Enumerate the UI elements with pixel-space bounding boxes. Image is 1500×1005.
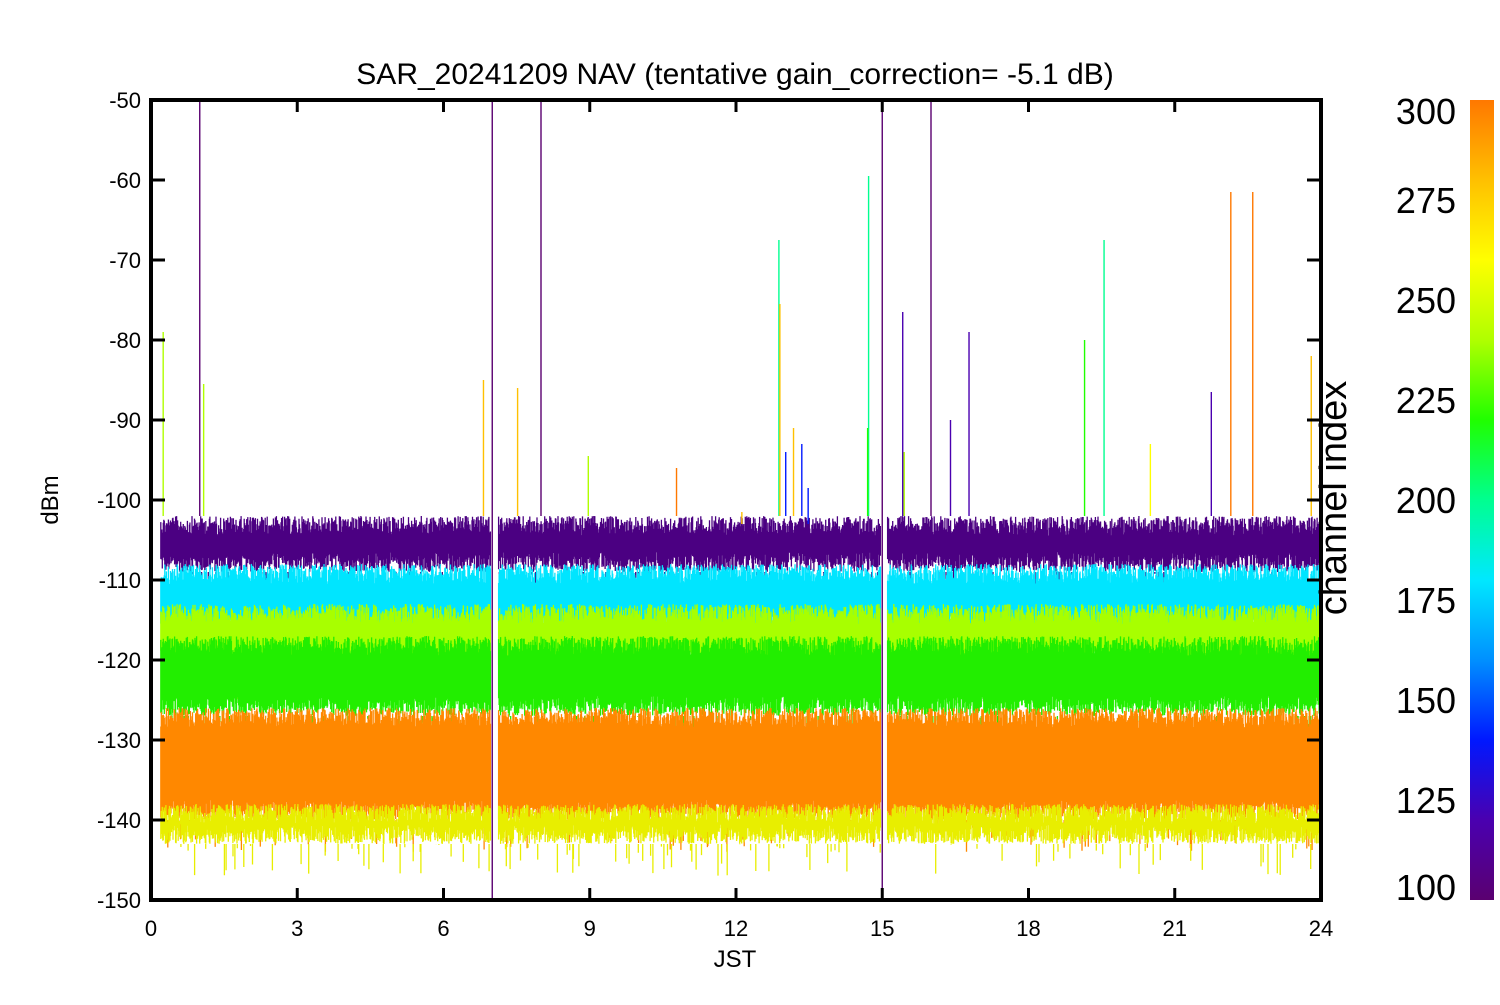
x-tick-label: 18 bbox=[1016, 916, 1040, 941]
y-tick-label: -100 bbox=[97, 488, 141, 513]
series-band-290 bbox=[160, 708, 1321, 852]
chart-title: SAR_20241209 NAV (tentative gain_correct… bbox=[356, 58, 1113, 91]
x-tick-label: 3 bbox=[291, 916, 303, 941]
spike-layer bbox=[162, 100, 1312, 900]
colorbar-tick-label: 275 bbox=[1396, 180, 1456, 221]
y-tick-label: -80 bbox=[109, 328, 141, 353]
axis-ticks: 0 3 6 9 12 15 18 21 24 -50 -60 -70 -80 -90 -100 -110 -12… bbox=[97, 88, 1333, 941]
x-tick-label: 21 bbox=[1163, 916, 1187, 941]
colorbar-label: channel index bbox=[1313, 381, 1355, 616]
colorbar-ticks: 300 275 250 225 200 175 150 125 100 bbox=[1396, 91, 1456, 908]
y-axis-label: dBm bbox=[37, 475, 64, 524]
colorbar-tick-label: 100 bbox=[1396, 867, 1456, 908]
colorbar-tick-label: 250 bbox=[1396, 280, 1456, 321]
colorbar bbox=[1470, 100, 1494, 900]
colorbar-tick-label: 200 bbox=[1396, 480, 1456, 521]
colorbar-tick-label: 300 bbox=[1396, 91, 1456, 132]
series-band-270 bbox=[160, 804, 1321, 876]
x-tick-label: 6 bbox=[437, 916, 449, 941]
series-band-240 bbox=[160, 604, 1321, 700]
x-tick-label: 15 bbox=[870, 916, 894, 941]
plot-area bbox=[160, 516, 1321, 876]
series-band-225 bbox=[160, 636, 1321, 748]
y-tick-label: -130 bbox=[97, 728, 141, 753]
y-tick-label: -120 bbox=[97, 648, 141, 673]
colorbar-tick-label: 225 bbox=[1396, 380, 1456, 421]
x-tick-label: 9 bbox=[584, 916, 596, 941]
y-tick-label: -110 bbox=[99, 568, 141, 593]
y-tick-label: -70 bbox=[109, 248, 141, 273]
y-tick-label: -50 bbox=[109, 88, 141, 113]
y-tick-label: -60 bbox=[109, 168, 141, 193]
colorbar-tick-label: 150 bbox=[1396, 680, 1456, 721]
y-tick-label: -150 bbox=[97, 888, 141, 913]
series-band-170 bbox=[160, 564, 1321, 668]
series-band-105 bbox=[160, 516, 1321, 604]
y-tick-label: -140 bbox=[97, 808, 141, 833]
x-tick-label: 24 bbox=[1309, 916, 1333, 941]
colorbar-tick-label: 175 bbox=[1396, 580, 1456, 621]
colorbar-tick-label: 125 bbox=[1396, 780, 1456, 821]
x-tick-label: 0 bbox=[145, 916, 157, 941]
x-axis-label: JST bbox=[714, 946, 757, 973]
x-tick-label: 12 bbox=[724, 916, 748, 941]
y-tick-label: -90 bbox=[109, 408, 141, 433]
